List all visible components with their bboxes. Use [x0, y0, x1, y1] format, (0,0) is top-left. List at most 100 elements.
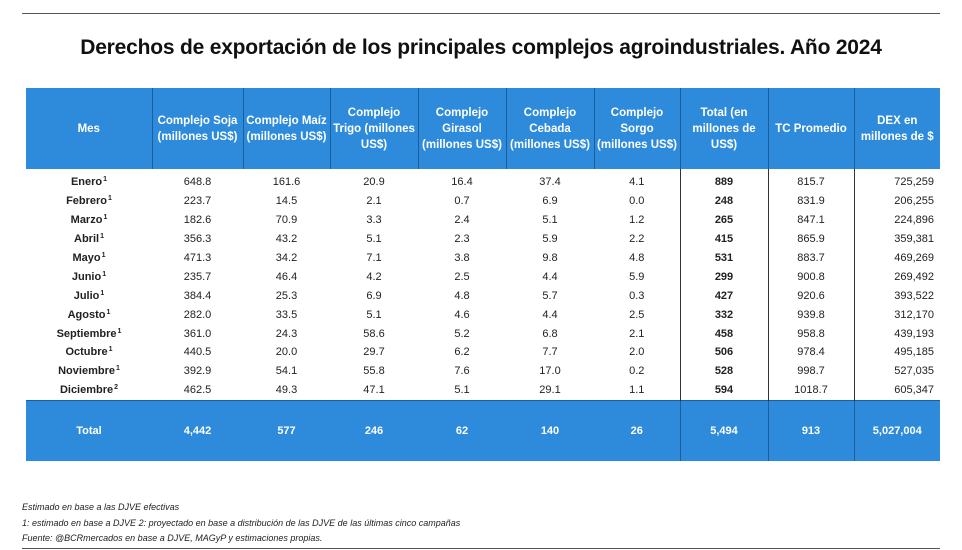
table-cell: 506 — [679, 343, 768, 362]
month-label: Febrero — [66, 195, 108, 208]
table-cell: 312,170 — [853, 305, 940, 325]
table-cell: 3.8 — [454, 252, 470, 264]
table-cell: 5.9 — [542, 233, 558, 246]
table-cell: 58.6 — [363, 327, 385, 340]
table-cell: 248 — [679, 191, 768, 211]
footnote-marker: 1 — [102, 270, 107, 278]
table-row: Diciembre2 462.5 49.3 47.1 5.1 29.1 1.1 594 1018… — [26, 380, 940, 401]
table-cell: 7.1 — [366, 252, 382, 264]
table-row: Mayo1 471.3 34.2 7.1 3.8 9.8 4.8 531 883.7 469,26… — [26, 248, 940, 268]
table-cell: 2.5 — [454, 270, 470, 283]
footnote-marker: 1 — [108, 346, 113, 354]
column-header: Complejo Girasol (millones US$) — [418, 88, 507, 169]
table-cell: 2.4 — [454, 214, 470, 227]
column-header: TC Promedio — [768, 88, 855, 169]
table-cell: 356.3 — [183, 233, 212, 246]
footnote-marker: 1 — [103, 214, 108, 222]
table-cell: 359,381 — [853, 229, 940, 249]
footnote-marker: 1 — [115, 365, 120, 373]
footnote-estimado: Estimado en base a las DJVE efectivas — [22, 502, 180, 512]
total-cell: 913 — [767, 399, 854, 461]
column-header: DEX en millones de $ — [854, 88, 940, 169]
month-label: Diciembre — [59, 384, 114, 397]
table-row: Junio1 235.7 46.4 4.2 2.5 4.4 5.9 299 900.8 269,4… — [26, 267, 940, 287]
table-cell: 2.0 — [629, 346, 645, 359]
table-cell: 900.8 — [767, 267, 854, 287]
table-cell: 54.1 — [275, 365, 298, 378]
table-cell: 648.8 — [183, 176, 212, 189]
table-cell: 605,347 — [853, 380, 940, 401]
footnote-marker: 1 — [100, 233, 104, 241]
footnote-marker: 1 — [108, 195, 112, 203]
table-cell: 269,492 — [853, 267, 940, 287]
table-cell: 361.0 — [183, 327, 212, 340]
month-label: Noviembre — [58, 365, 115, 378]
table-cell: 2.1 — [629, 327, 645, 340]
table-cell: 415 — [679, 229, 768, 249]
table-row: Noviembre1 392.9 54.1 55.8 7.6 17.0 0.2 528 998.… — [26, 361, 940, 381]
table-cell: 0.7 — [454, 195, 470, 208]
total-label: Total — [26, 399, 152, 461]
table-cell: 5.1 — [366, 308, 382, 321]
dex-table: Mes Complejo Soja (millones US$) Complejo … — [26, 88, 940, 461]
table-body: Enero1 648.8 161.6 20.9 16.4 37.4 4.1 889 815.7 7… — [26, 169, 940, 461]
table-cell: 206,255 — [853, 191, 940, 211]
table-cell: 5.1 — [454, 384, 470, 397]
table-cell: 440.5 — [183, 346, 212, 359]
footnote-legend: 1: estimado en base a DJVE 2: proyectado… — [22, 517, 461, 528]
footnote-marker: 1 — [103, 176, 108, 184]
table-cell: 29.1 — [539, 384, 561, 397]
footnote-marker: 1 — [106, 308, 111, 316]
table-cell: 815.7 — [767, 169, 854, 192]
table-header-row: Mes Complejo Soja (millones US$) Complejo … — [26, 88, 940, 169]
total-cell: 140 — [506, 399, 594, 461]
table-cell: 594 — [679, 380, 768, 401]
table-cell: 528 — [679, 361, 768, 381]
table-cell: 439,193 — [853, 324, 940, 344]
table-cell: 427 — [679, 286, 768, 306]
month-label: Agosto — [67, 308, 106, 321]
table-cell: 6.9 — [542, 195, 558, 208]
column-header: Complejo Cebada (millones US$) — [506, 88, 595, 169]
footnote-marker: 1 — [117, 327, 122, 335]
table-cell: 265 — [679, 210, 768, 230]
table-cell: 235.7 — [183, 270, 212, 283]
column-header: Complejo Soja (millones US$) — [152, 88, 244, 169]
month-label: Junio — [71, 270, 102, 283]
month-label: Mayo — [72, 252, 101, 264]
month-cell: Mayo1 — [26, 249, 152, 268]
footnote-marker: 1 — [100, 289, 105, 297]
table-cell: 495,185 — [853, 343, 940, 362]
table-row: Agosto1 282.0 33.5 5.1 4.6 4.4 2.5 332 939.8 312,… — [26, 305, 940, 325]
table-cell: 725,259 — [853, 169, 940, 192]
table-cell: 0.0 — [629, 195, 645, 208]
table-cell: 4.4 — [542, 270, 558, 283]
table-cell: 847.1 — [767, 210, 854, 230]
footnotes: Estimado en base a las DJVE efectivas 1:… — [22, 500, 460, 547]
month-cell: Octubre1 — [26, 343, 152, 362]
table-cell: 43.2 — [275, 233, 298, 246]
table-cell: 0.3 — [629, 289, 645, 302]
month-cell: Diciembre2 — [26, 381, 152, 400]
table-cell: 2.2 — [629, 233, 645, 246]
table-cell: 462.5 — [183, 384, 212, 397]
month-label: Septiembre — [56, 327, 117, 340]
month-label: Octubre — [65, 346, 108, 359]
column-header: Complejo Trigo (millones US$) — [330, 88, 419, 169]
table-cell: 182.6 — [183, 214, 212, 227]
table-row: Enero1 648.8 161.6 20.9 16.4 37.4 4.1 889 815.7 7… — [26, 169, 940, 192]
month-label: Enero — [70, 176, 103, 189]
table-cell: 531 — [679, 248, 768, 268]
table-cell: 527,035 — [853, 361, 940, 381]
column-header: Total (en millones de US$) — [680, 88, 769, 169]
table-cell: 34.2 — [275, 252, 298, 264]
table-cell: 6.2 — [454, 346, 470, 359]
table-row: Febrero1 223.7 14.5 2.1 0.7 6.9 0.0 248 831.9 206… — [26, 191, 940, 211]
total-cell: 5,027,004 — [853, 399, 940, 461]
table-cell: 4.8 — [629, 252, 645, 264]
total-cell: 26 — [594, 399, 680, 461]
table-cell: 978.4 — [767, 343, 854, 362]
table-cell: 224,896 — [853, 210, 940, 230]
table-cell: 920.6 — [767, 286, 854, 306]
table-cell: 55.8 — [363, 365, 385, 378]
